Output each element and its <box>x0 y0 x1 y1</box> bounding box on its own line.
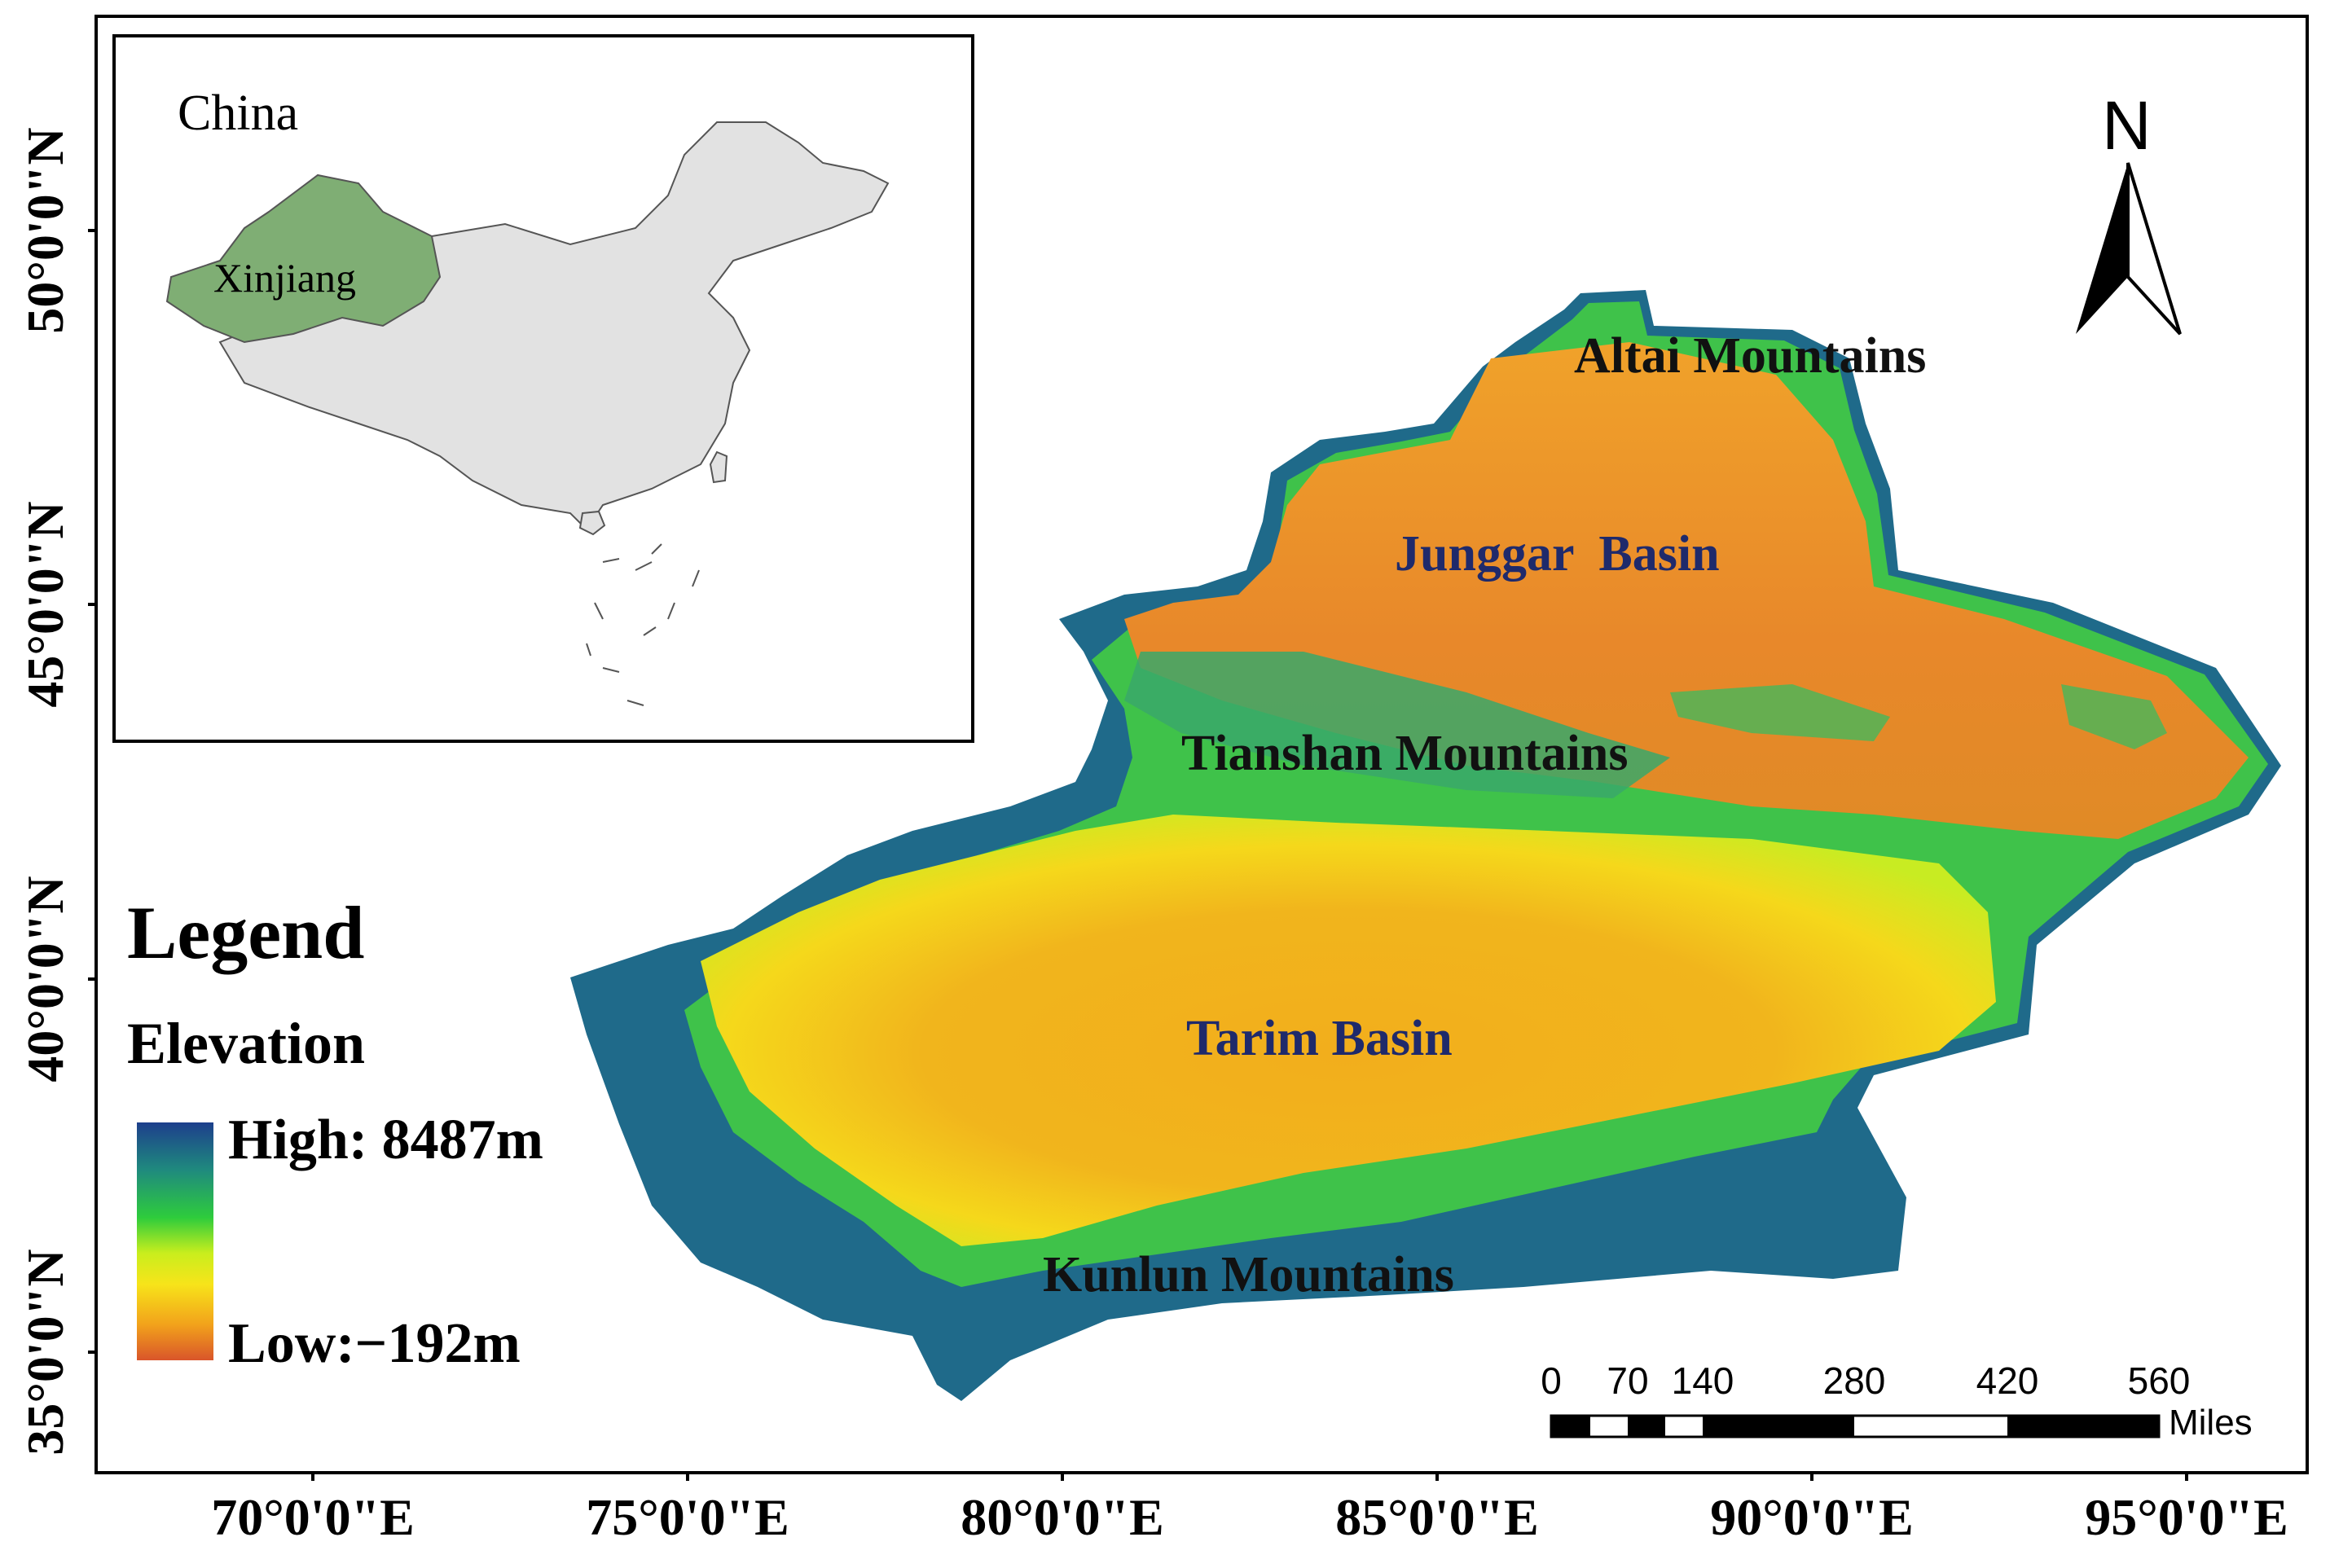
north-arrow-icon <box>2076 162 2182 336</box>
inset-region-label: Xinjiang <box>213 255 356 301</box>
scale-tick-0: 0 <box>1541 1359 1562 1402</box>
label-tarim-basin: Tarim Basin <box>1186 1011 1453 1066</box>
tianshan-ridge-east <box>1670 684 1890 741</box>
xinjiang-elevation-map <box>570 290 2281 1401</box>
lat-label-40: 40°0'0"N <box>16 876 74 1083</box>
lon-label-80: 80°0'0"E <box>961 1488 1164 1546</box>
lat-label-50: 50°0'0"N <box>16 127 74 334</box>
scale-bar <box>1550 1414 2161 1438</box>
map-frame <box>95 15 2309 1474</box>
north-label: N <box>2102 87 2152 164</box>
label-junggar-basin: Junggar Basin <box>1395 526 1720 582</box>
scale-tick-70: 70 <box>1607 1359 1649 1402</box>
tarim-basin-area <box>701 815 1996 1246</box>
label-tianshan-mountains: Tianshan Mountains <box>1181 726 1629 781</box>
scale-tick-140: 140 <box>1671 1359 1734 1402</box>
lat-label-35: 35°0'0"N <box>16 1249 74 1456</box>
lon-label-85: 85°0'0"E <box>1335 1488 1539 1546</box>
tianshan-ridge-east2 <box>2061 684 2167 749</box>
inset-map <box>112 34 974 743</box>
south-china-sea-islands <box>586 543 700 706</box>
scale-tick-420: 420 <box>1976 1359 2039 1402</box>
label-altai-mountains: Altai Mountains <box>1574 328 1927 384</box>
elevation-color-ramp <box>137 1122 213 1360</box>
scale-unit: Miles <box>2169 1403 2253 1443</box>
china-outline <box>218 121 890 531</box>
legend-high-label: High: 8487m <box>228 1109 543 1171</box>
tianshan-ridge <box>1124 652 1670 798</box>
xinjiang-inset <box>165 173 442 344</box>
scale-tick-280: 280 <box>1822 1359 1886 1402</box>
hainan-island <box>578 510 606 536</box>
scale-tick-560: 560 <box>2127 1359 2191 1402</box>
legend-subtitle: Elevation <box>127 1011 366 1076</box>
lat-label-45: 45°0'0"N <box>16 501 74 708</box>
lon-label-75: 75°0'0"E <box>586 1488 789 1546</box>
legend-title: Legend <box>127 891 365 974</box>
lon-label-70: 70°0'0"E <box>211 1488 415 1546</box>
label-kunlun-mountains: Kunlun Mountains <box>1043 1247 1454 1302</box>
lon-label-95: 95°0'0"E <box>2085 1488 2288 1546</box>
legend-low-label: Low:−192m <box>228 1312 521 1375</box>
lon-label-90: 90°0'0"E <box>1710 1488 1914 1546</box>
inset-title: China <box>178 86 299 141</box>
taiwan-island <box>709 450 728 484</box>
